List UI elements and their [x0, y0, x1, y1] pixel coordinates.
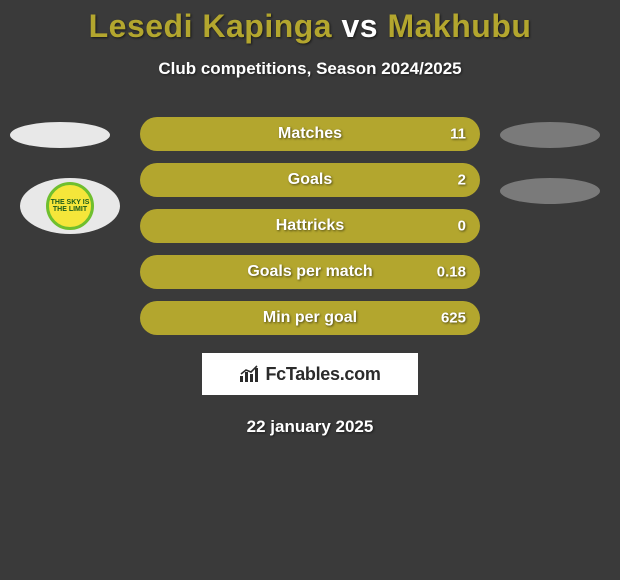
right-team-pill	[500, 122, 600, 148]
brand-chart-icon	[239, 365, 261, 383]
stat-value: 0.18	[437, 264, 466, 281]
stat-bar: Matches11	[140, 117, 480, 151]
stat-bar: Min per goal625	[140, 301, 480, 335]
stat-bar: Goals per match0.18	[140, 255, 480, 289]
comparison-title: Lesedi Kapinga vs Makhubu	[0, 0, 620, 45]
stat-label: Matches	[140, 125, 480, 143]
stat-value: 2	[458, 172, 466, 189]
player2-name: Makhubu	[387, 8, 531, 44]
player1-name: Lesedi Kapinga	[89, 8, 333, 44]
stats-area: THE SKY IS THE LIMIT Matches11 Goals2 Hatt…	[0, 117, 620, 335]
subtitle: Club competitions, Season 2024/2025	[0, 59, 620, 79]
stat-label: Goals per match	[140, 263, 480, 281]
stat-bar: Goals2	[140, 163, 480, 197]
club-crest-motto: THE SKY IS THE LIMIT	[49, 199, 91, 213]
right-team-pill-2	[500, 178, 600, 204]
stat-label: Goals	[140, 171, 480, 189]
brand-text: FcTables.com	[265, 364, 380, 385]
stat-label: Hattricks	[140, 217, 480, 235]
stat-value: 625	[441, 310, 466, 327]
club-crest-icon: THE SKY IS THE LIMIT	[46, 182, 94, 230]
left-club-badge: THE SKY IS THE LIMIT	[20, 178, 120, 234]
stat-bar: Hattricks0	[140, 209, 480, 243]
stat-value: 11	[450, 126, 466, 143]
stat-label: Min per goal	[140, 309, 480, 327]
brand-box: FcTables.com	[202, 353, 418, 395]
stat-value: 0	[458, 218, 466, 235]
left-team-pill	[10, 122, 110, 148]
vs-separator: vs	[341, 8, 378, 44]
date-line: 22 january 2025	[0, 417, 620, 437]
